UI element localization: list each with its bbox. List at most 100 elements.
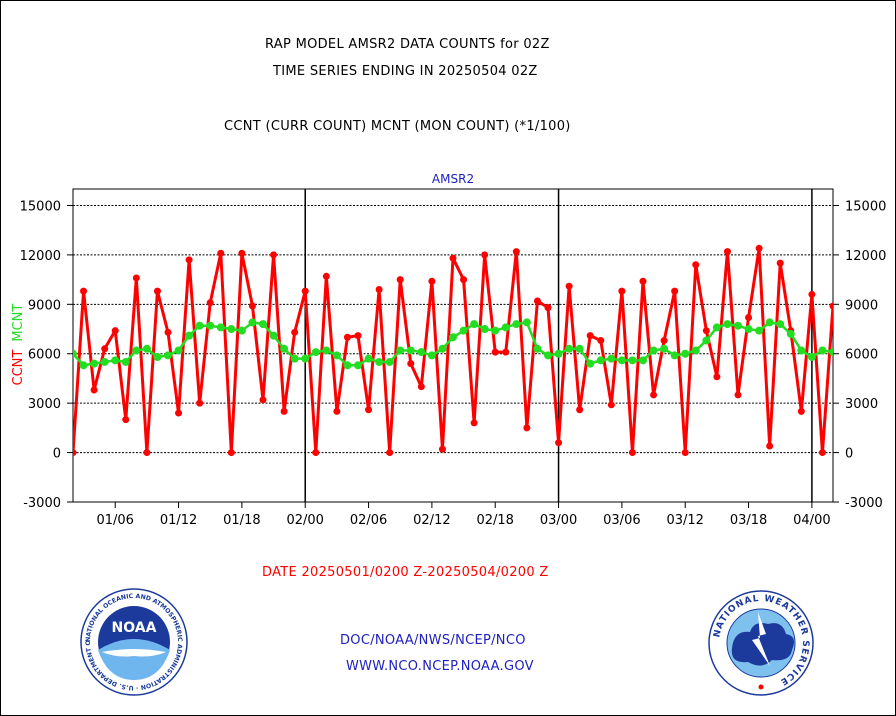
- data-point-mcnt: [797, 346, 806, 355]
- x-tick-label: 03/12: [666, 513, 703, 528]
- y-tick-label-right: 6000: [845, 348, 878, 363]
- data-point-ccnt: [681, 449, 689, 457]
- data-point-ccnt: [375, 285, 383, 293]
- data-point-ccnt: [491, 348, 499, 356]
- data-point-mcnt: [311, 348, 320, 357]
- data-point-ccnt: [132, 274, 140, 282]
- data-point-ccnt: [101, 345, 109, 353]
- data-point-ccnt: [153, 287, 161, 295]
- data-point-mcnt: [438, 344, 447, 353]
- data-point-ccnt: [248, 302, 256, 310]
- data-point-ccnt: [80, 287, 88, 295]
- data-point-ccnt: [407, 360, 415, 368]
- y-tick-label-left: 6000: [28, 348, 61, 363]
- data-point-mcnt: [617, 356, 626, 365]
- data-point-ccnt: [73, 449, 77, 457]
- data-point-ccnt: [227, 449, 235, 457]
- data-point-mcnt: [807, 353, 816, 362]
- y-tick-label-left: 15000: [20, 199, 61, 214]
- noaa-link-text[interactable]: DOC/NOAA/NWS/NCEP/NCO: [340, 633, 526, 648]
- data-point-ccnt: [238, 249, 246, 257]
- data-point-ccnt: [597, 337, 605, 345]
- data-point-mcnt: [596, 356, 605, 365]
- y-tick-label-right: -3000: [845, 496, 883, 511]
- data-point-ccnt: [270, 251, 278, 259]
- data-point-ccnt: [692, 261, 700, 269]
- data-point-mcnt: [185, 331, 194, 340]
- data-point-mcnt: [470, 320, 479, 329]
- data-point-mcnt: [237, 326, 246, 335]
- data-point-ccnt: [354, 332, 362, 340]
- chart-title-line2: TIME SERIES ENDING IN 20250504 02Z: [273, 64, 538, 79]
- y-tick-label-left: 12000: [20, 249, 61, 264]
- nco-website-link[interactable]: WWW.NCO.NCEP.NOAA.GOV: [346, 659, 534, 674]
- data-point-mcnt: [121, 357, 130, 366]
- x-tick-label: 01/12: [160, 513, 197, 528]
- nws-logo: NATIONAL WEATHER SERVICE: [708, 590, 814, 696]
- data-point-ccnt: [512, 248, 520, 256]
- data-point-ccnt: [417, 383, 425, 391]
- x-tick-label: 02/00: [286, 513, 323, 528]
- y-tick-label-right: 3000: [845, 397, 878, 412]
- data-point-ccnt: [206, 299, 214, 307]
- data-point-ccnt: [702, 327, 710, 335]
- data-point-ccnt: [502, 348, 510, 356]
- data-point-mcnt: [73, 349, 77, 358]
- data-point-mcnt: [734, 321, 742, 330]
- data-point-mcnt: [723, 320, 732, 329]
- data-point-mcnt: [755, 326, 764, 335]
- data-point-mcnt: [364, 354, 373, 363]
- data-point-mcnt: [322, 346, 331, 355]
- data-point-ccnt: [122, 416, 130, 424]
- data-point-mcnt: [132, 346, 141, 355]
- date-range-label: DATE 20250501/0200 Z-20250504/0200 Z: [262, 565, 549, 580]
- data-point-ccnt: [164, 328, 172, 336]
- data-point-ccnt: [607, 401, 615, 409]
- data-point-ccnt: [818, 449, 826, 457]
- data-point-ccnt: [259, 396, 267, 404]
- data-point-ccnt: [797, 407, 805, 415]
- data-point-ccnt: [438, 445, 446, 453]
- data-point-ccnt: [481, 251, 489, 259]
- series-mcnt: [73, 318, 833, 370]
- data-point-ccnt: [90, 386, 98, 394]
- data-point-mcnt: [100, 357, 109, 366]
- y-tick-label-right: 0: [845, 447, 853, 462]
- noaa-logo-text: NOAA: [112, 620, 157, 636]
- x-tick-label: 01/06: [96, 513, 133, 528]
- data-point-ccnt: [576, 406, 584, 414]
- y-axis-label-ccnt: CCNT: [11, 350, 26, 386]
- data-point-ccnt: [829, 302, 833, 310]
- data-point-ccnt: [639, 277, 647, 285]
- data-point-ccnt: [343, 333, 351, 341]
- data-point-ccnt: [776, 259, 784, 267]
- x-tick-label: 02/12: [413, 513, 450, 528]
- data-point-ccnt: [280, 407, 288, 415]
- data-point-ccnt: [333, 407, 341, 415]
- data-point-mcnt: [301, 354, 310, 363]
- data-point-mcnt: [259, 320, 267, 329]
- data-point-ccnt: [723, 248, 731, 256]
- data-point-mcnt: [332, 351, 341, 360]
- data-point-ccnt: [322, 272, 330, 280]
- data-point-mcnt: [712, 323, 721, 332]
- noaa-logo: NOAA NATIONAL OCEANIC AND ATMOSPHERIC AD…: [80, 588, 188, 696]
- data-point-ccnt: [460, 276, 468, 284]
- data-point-mcnt: [385, 357, 394, 366]
- data-point-mcnt: [491, 326, 500, 335]
- data-point-mcnt: [501, 323, 510, 332]
- data-point-mcnt: [396, 346, 405, 355]
- data-point-ccnt: [660, 337, 668, 345]
- data-point-mcnt: [459, 326, 468, 335]
- data-point-mcnt: [195, 321, 204, 330]
- data-point-mcnt: [280, 344, 289, 353]
- data-point-ccnt: [312, 449, 320, 457]
- data-point-mcnt: [670, 351, 679, 360]
- data-point-mcnt: [628, 356, 637, 365]
- data-point-ccnt: [734, 391, 742, 399]
- data-point-mcnt: [417, 348, 426, 357]
- y-tick-label-right: 9000: [845, 298, 878, 313]
- data-point-ccnt: [365, 406, 373, 414]
- data-point-ccnt: [428, 277, 436, 285]
